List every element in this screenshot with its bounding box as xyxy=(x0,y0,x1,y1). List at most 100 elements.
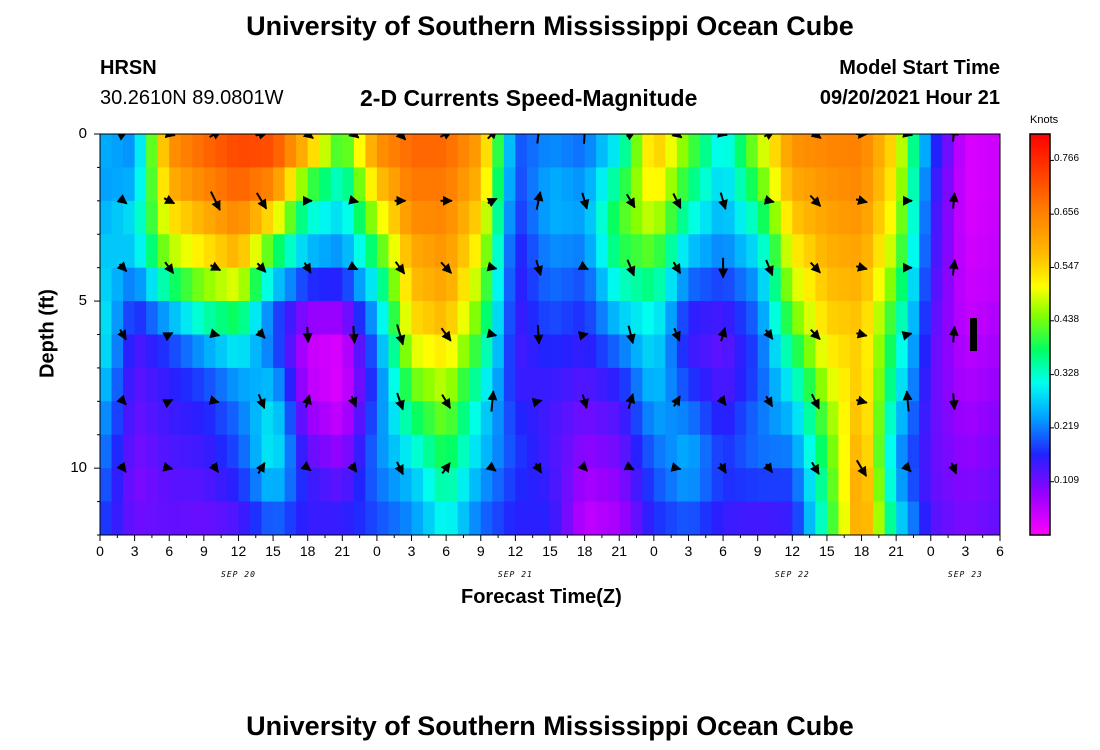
heatmap-cell xyxy=(642,267,655,302)
heatmap-cell xyxy=(192,167,205,202)
heatmap-cell xyxy=(746,334,759,369)
heatmap-cell xyxy=(630,167,643,202)
heatmap-cell xyxy=(376,468,390,503)
heatmap-cell xyxy=(538,434,551,469)
heatmap-cell xyxy=(376,501,390,535)
current-vector-arrow xyxy=(164,134,176,139)
heatmap-cell xyxy=(942,134,955,169)
heatmap-cell xyxy=(226,301,240,336)
current-vector-arrow xyxy=(116,261,128,273)
heatmap-cell xyxy=(388,167,401,202)
current-vector-arrow xyxy=(855,459,868,477)
heatmap-cell xyxy=(757,367,770,402)
heatmap-cell xyxy=(261,134,274,169)
heatmap-cell xyxy=(388,468,401,503)
heatmap-cell xyxy=(180,401,193,436)
x-tick-label: 12 xyxy=(784,543,801,559)
heatmap-cell xyxy=(169,234,182,269)
heatmap-cell xyxy=(803,401,816,436)
heatmap-cell xyxy=(376,434,390,469)
heatmap-cell xyxy=(284,200,297,235)
heatmap-cell xyxy=(284,334,297,369)
heatmap-cell xyxy=(930,167,943,202)
heatmap-cell xyxy=(665,167,678,202)
heatmap-cell xyxy=(446,401,459,436)
heatmap-cell xyxy=(723,267,736,302)
heatmap-cell xyxy=(896,200,909,235)
heatmap-cell xyxy=(169,367,182,402)
current-vector-arrow xyxy=(116,394,127,406)
heatmap-cell xyxy=(169,301,182,336)
heatmap-cell xyxy=(538,200,551,235)
heatmap-cell xyxy=(353,367,366,402)
heatmap-cell xyxy=(492,134,505,169)
current-vector-arrow xyxy=(625,325,636,345)
heatmap-cell xyxy=(215,234,228,269)
current-vector-arrow xyxy=(439,134,453,140)
heatmap-cell xyxy=(423,167,436,202)
heatmap-cell xyxy=(907,401,920,436)
heatmap-cell xyxy=(319,401,332,436)
current-vector-arrow xyxy=(395,392,405,411)
heatmap-cell xyxy=(953,134,966,169)
current-vector-arrow xyxy=(809,461,820,475)
heatmap-cell xyxy=(953,367,966,402)
heatmap-cell xyxy=(884,367,897,402)
heatmap-cell xyxy=(584,301,597,336)
heatmap-cell xyxy=(330,167,343,202)
heatmap-cell xyxy=(550,367,563,402)
heatmap-cell xyxy=(815,501,828,535)
heatmap-cell xyxy=(838,334,851,369)
heatmap-cell xyxy=(838,468,851,503)
heatmap-cell xyxy=(619,167,632,202)
heatmap-cell xyxy=(457,434,470,469)
heatmap-cell xyxy=(803,434,816,469)
heatmap-cell xyxy=(203,267,216,302)
heatmap-cell xyxy=(665,434,678,469)
x-axis xyxy=(99,535,1001,541)
current-vector-arrow xyxy=(810,393,820,410)
current-vector-arrow xyxy=(902,390,913,412)
heatmap-cell xyxy=(907,501,920,535)
heatmap-cell xyxy=(826,234,840,269)
heatmap-cell xyxy=(746,501,759,535)
heatmap-cell xyxy=(365,334,378,369)
heatmap-cell xyxy=(134,434,147,469)
heatmap-cell xyxy=(480,234,493,269)
current-vector-arrow xyxy=(209,328,221,339)
current-vector-arrow xyxy=(487,390,498,412)
heatmap-cell xyxy=(446,267,459,302)
heatmap-cell xyxy=(388,401,401,436)
x-tick-label: 15 xyxy=(542,543,558,559)
heatmap-cell xyxy=(469,267,482,302)
heatmap-cell xyxy=(284,401,297,436)
heatmap-cell xyxy=(942,367,955,402)
x-tick-label: 21 xyxy=(334,543,351,559)
heatmap-cell xyxy=(100,167,113,202)
heatmap-cell xyxy=(261,334,274,369)
heatmap-cell xyxy=(388,234,401,269)
heatmap-cell xyxy=(723,501,736,535)
heatmap-cell xyxy=(111,167,124,202)
heatmap-cell xyxy=(861,301,874,336)
heatmap-cell xyxy=(365,301,378,336)
heatmap-cell xyxy=(353,401,366,436)
heatmap-cell xyxy=(930,200,943,235)
heatmap-cell xyxy=(296,501,309,535)
heatmap-cell xyxy=(376,267,390,302)
heatmap-cell xyxy=(157,434,170,469)
heatmap-cell xyxy=(942,234,955,269)
heatmap-cell xyxy=(434,234,447,269)
heatmap-cell xyxy=(192,267,205,302)
heatmap-cell xyxy=(411,468,424,503)
heatmap-cell xyxy=(319,367,332,402)
heatmap-cell xyxy=(134,468,147,503)
station-coordinates: 30.2610N 89.0801W xyxy=(100,87,284,109)
date-label: SEP 23 xyxy=(947,570,983,579)
heatmap-cell xyxy=(873,434,886,469)
heatmap-cell xyxy=(988,301,1000,336)
colorbar-tick-label: 0.328 xyxy=(1054,367,1080,379)
heatmap-cell xyxy=(769,167,782,202)
colorbar-tick-label: 0.547 xyxy=(1054,260,1080,272)
heatmap-cell xyxy=(919,367,932,402)
